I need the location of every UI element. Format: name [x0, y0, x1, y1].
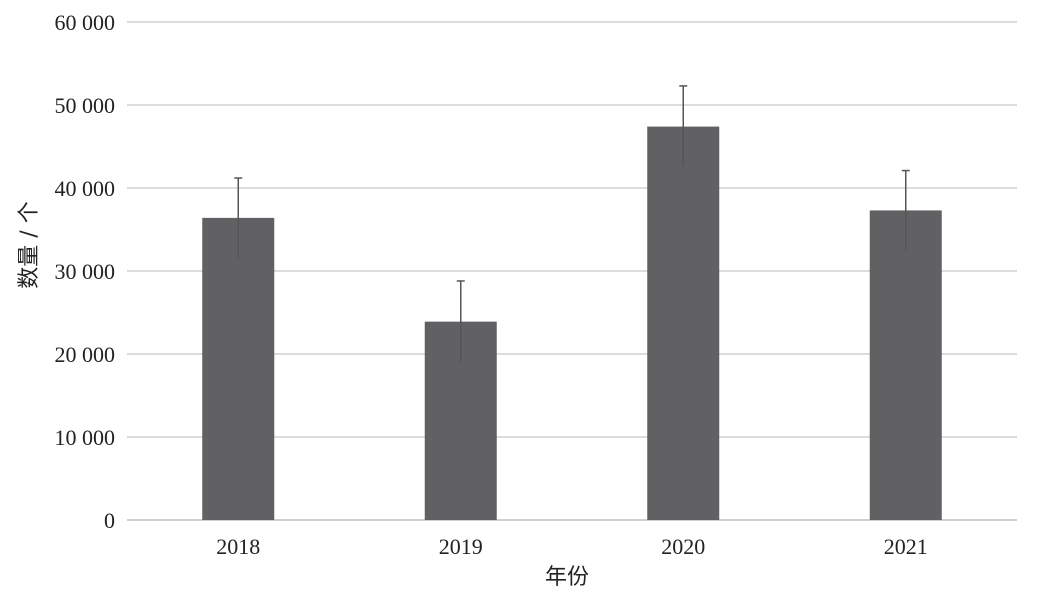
x-axis-ticks: 2018 2019 2020 2021 — [216, 534, 928, 559]
y-tick-label: 0 — [104, 508, 115, 533]
bars — [202, 126, 942, 520]
y-axis-ticks: 0 10 000 20 000 30 000 40 000 50 000 60 000 — [55, 10, 116, 533]
y-tick-label: 50 000 — [55, 93, 116, 118]
x-tick-label: 2019 — [439, 534, 483, 559]
y-tick-label: 20 000 — [55, 342, 116, 367]
x-tick-label: 2018 — [216, 534, 260, 559]
bar-2020 — [647, 126, 720, 520]
x-tick-label: 2020 — [661, 534, 705, 559]
y-tick-label: 60 000 — [55, 10, 116, 35]
error-bars — [234, 85, 910, 363]
bar-2018 — [202, 217, 275, 520]
y-tick-label: 30 000 — [55, 259, 116, 284]
y-tick-label: 40 000 — [55, 176, 116, 201]
y-tick-label: 10 000 — [55, 425, 116, 450]
x-axis-label: 年份 — [545, 565, 589, 590]
bar-2021 — [869, 210, 942, 520]
x-tick-label: 2021 — [884, 534, 928, 559]
grid-lines — [127, 21, 1017, 521]
y-axis-label: 数量 / 个 — [17, 201, 42, 288]
